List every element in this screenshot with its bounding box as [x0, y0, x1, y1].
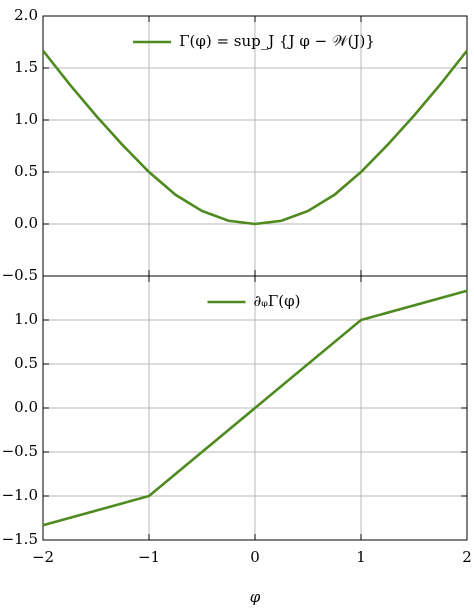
y-tick-label: 0.0 — [14, 214, 38, 232]
y-tick-label: 0.5 — [14, 162, 38, 180]
legend-label: ∂ᵩΓ(φ) — [254, 292, 301, 310]
y-tick-label: 2.0 — [14, 6, 38, 24]
y-tick-label: −0.5 — [2, 266, 38, 284]
axes-frame — [42, 275, 468, 541]
y-tick-label: −1.0 — [2, 486, 38, 504]
x-tick-label: 0 — [250, 548, 260, 566]
x-tick-label: −1 — [138, 548, 160, 566]
series-line — [42, 289, 468, 527]
x-tick-label: 1 — [356, 548, 366, 566]
y-tick-label: 1.0 — [14, 110, 38, 128]
x-axis-label: φ — [250, 588, 261, 606]
x-tick-label: 2 — [462, 548, 472, 566]
series-line — [41, 49, 469, 226]
y-tick-label: 1.5 — [14, 58, 38, 76]
y-tick-label: 0.0 — [14, 398, 38, 416]
legend: ∂ᵩΓ(φ) — [207, 292, 301, 310]
legend-label: Γ(φ) = sup_J {J φ − 𝒲(J)} — [179, 32, 375, 50]
y-tick-label: −0.5 — [2, 442, 38, 460]
x-tick-label: −2 — [32, 548, 54, 566]
y-tick-label: 1.0 — [14, 310, 38, 328]
legend: Γ(φ) = sup_J {J φ − 𝒲(J)} — [133, 32, 375, 50]
y-tick-label: 0.5 — [14, 354, 38, 372]
y-tick-label: −1.5 — [2, 530, 38, 548]
